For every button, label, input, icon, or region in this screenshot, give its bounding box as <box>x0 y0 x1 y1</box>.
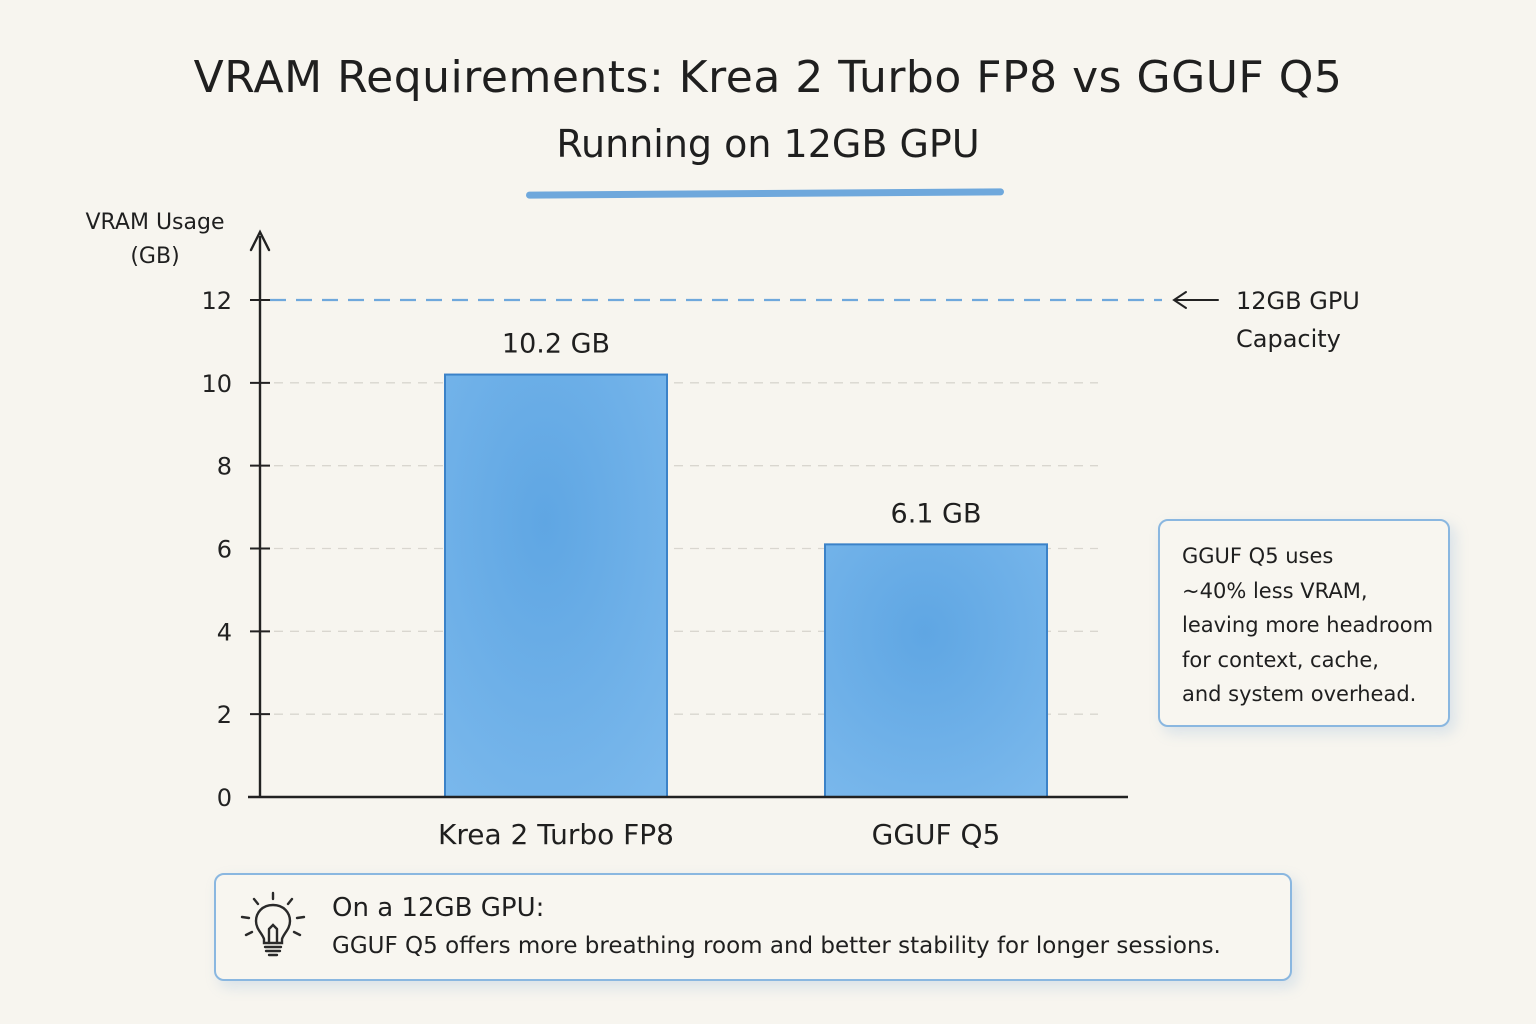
y-tick-label: 8 <box>217 453 232 481</box>
bar <box>824 543 1048 798</box>
savings-note-line: GGUF Q5 uses <box>1182 544 1334 568</box>
y-tick-label: 12 <box>201 287 232 315</box>
bar-value-label: 6.1 GB <box>891 498 982 529</box>
y-axis-label: VRAM Usage (GB) <box>70 206 240 274</box>
y-axis-label-line-1: VRAM Usage <box>85 210 225 235</box>
y-axis-label-line-2: (GB) <box>130 244 180 269</box>
y-axis-arrow-icon <box>249 229 271 252</box>
x-category-label: GGUF Q5 <box>872 818 1001 851</box>
savings-note: GGUF Q5 uses ~40% less VRAM, leaving mor… <box>1158 519 1450 727</box>
savings-note-line: for context, cache, <box>1182 647 1379 672</box>
tip-heading: On a 12GB GPU: <box>332 893 545 923</box>
chart-labels: 0 2 4 6 8 10 12 10.2 GB Krea 2 Turbo FP8 6.1 GB GG… <box>201 287 1000 851</box>
tip-box: On a 12GB GPU: GGUF Q5 offers more breat… <box>214 873 1292 981</box>
chart-subtitle: Running on 12GB GPU <box>556 122 980 166</box>
chart-title: VRAM Requirements: Krea 2 Turbo FP8 vs G… <box>193 52 1343 103</box>
savings-note-line: ~40% less VRAM, <box>1182 578 1368 603</box>
y-tick-label: 0 <box>217 784 232 812</box>
y-tick-label: 4 <box>217 618 232 646</box>
capacity-annotation-line-1: 12GB GPU <box>1236 287 1360 315</box>
tip-body: GGUF Q5 offers more breathing room and b… <box>332 933 1221 959</box>
y-tick-label: 2 <box>217 701 232 729</box>
y-tick-label: 10 <box>201 370 232 398</box>
gridlines <box>270 298 1162 715</box>
bars <box>444 373 1048 798</box>
capacity-annotation-line-2: Capacity <box>1236 325 1341 353</box>
lightbulb-icon <box>240 891 306 957</box>
axes <box>248 229 1219 799</box>
savings-note-line: and system overhead. <box>1182 682 1417 706</box>
left-arrow-icon <box>1172 291 1219 309</box>
capacity-annotation: 12GB GPU Capacity <box>1236 282 1360 358</box>
x-category-label: Krea 2 Turbo FP8 <box>438 818 674 851</box>
bar-value-label: 10.2 GB <box>502 329 610 360</box>
y-tick-label: 6 <box>217 536 232 564</box>
savings-note-line: leaving more headroom <box>1182 613 1434 637</box>
bar <box>444 373 668 798</box>
